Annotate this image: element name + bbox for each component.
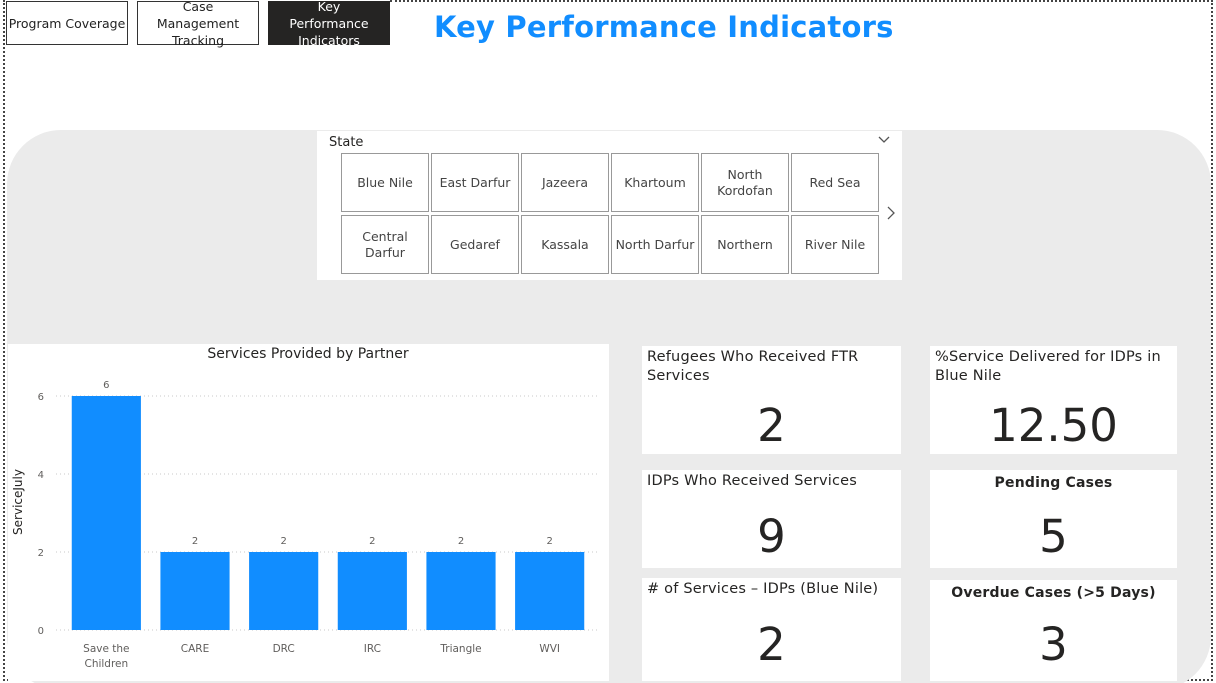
chart-x-tick-label: IRC [364,643,381,655]
chart-x-tick-label: Save the Children [83,643,129,670]
state-tile-gedaref[interactable]: Gedaref [431,215,519,274]
state-tile-red-sea[interactable]: Red Sea [791,153,879,212]
kpi-card-value: 2 [757,618,786,671]
state-tile-khartoum[interactable]: Khartoum [611,153,699,212]
state-tile-east-darfur[interactable]: East Darfur [431,153,519,212]
chart-data-label: 2 [369,536,375,547]
chart-bar[interactable] [515,552,585,630]
chart-title: Services Provided by Partner [207,346,408,362]
state-tile-central-darfur[interactable]: Central Darfur [341,215,429,274]
kpi-card-title: Pending Cases [994,475,1113,491]
kpi-card-idps-services: IDPs Who Received Services 9 [642,470,901,568]
state-tile-jazeera[interactable]: Jazeera [521,153,609,212]
case-management-tracking-button[interactable]: Case Management Tracking [137,0,259,48]
chart-bar[interactable] [249,552,319,630]
kpi-card-title: %Service Delivered for IDPs in Blue Nile [935,349,1161,384]
slicer-label: State [329,135,364,150]
chart-data-label: 2 [280,536,286,547]
chevron-right-icon[interactable] [884,204,898,222]
kpi-card-title: Refugees Who Received FTR Services [647,349,859,384]
chart-x-tick-label: DRC [273,643,295,655]
state-tile-north-darfur[interactable]: North Darfur [611,215,699,274]
chart-y-tick-label: 4 [38,470,44,481]
page-title: Key Performance Indicators [434,10,894,44]
chart-y-axis-label: ServiceJuly [11,469,25,535]
state-tile-river-nile[interactable]: River Nile [791,215,879,274]
state-tile-blue-nile[interactable]: Blue Nile [341,153,429,212]
bar-chart-svg: Services Provided by Partner ServiceJuly… [11,346,600,670]
chart-bar[interactable] [160,552,230,630]
kpi-card-num-services: # of Services – IDPs (Blue Nile) 2 [642,578,901,681]
kpi-card-refugees-ftr: Refugees Who Received FTR Services 2 [642,346,901,454]
chart-x-tick-label: CARE [181,643,209,655]
state-tile-north-kordofan[interactable]: North Kordofan [701,153,789,212]
chart-bar[interactable] [426,552,496,630]
kpi-card-pending-cases: Pending Cases 5 [930,470,1177,568]
chart-data-label: 2 [192,536,198,547]
kpi-card-title: # of Services – IDPs (Blue Nile) [647,581,879,597]
chart-y-tick-label: 2 [38,548,44,559]
report-frame-top [390,0,1213,2]
kpi-card-title: IDPs Who Received Services [647,473,858,489]
chart-y-tick-label: 6 [38,392,44,403]
kpi-card-title: Overdue Cases (>5 Days) [951,585,1156,601]
kpi-card-service-pct: %Service Delivered for IDPs in Blue Nile… [930,346,1177,454]
state-slicer: State Blue Nile East Darfur Jazeera Khar… [317,131,902,280]
kpi-card-value: 2 [757,399,786,452]
chart-data-label: 6 [103,380,109,391]
chart-bar[interactable] [337,552,407,630]
services-by-partner-chart: Services Provided by Partner ServiceJuly… [8,344,609,681]
chart-y-tick-label: 0 [38,626,44,637]
state-tile-northern[interactable]: Northern [701,215,789,274]
chart-data-label: 2 [458,536,464,547]
kpi-card-overdue-cases: Overdue Cases (>5 Days) 3 [930,580,1177,681]
key-performance-indicators-button[interactable]: Key Performance Indicators [268,0,390,48]
chart-bar[interactable] [71,396,141,630]
kpi-card-value: 3 [1039,618,1068,671]
kpi-card-value: 12.50 [989,399,1118,452]
chart-x-tick-label: WVI [539,643,560,655]
chevron-down-icon[interactable] [876,131,892,147]
state-tile-kassala[interactable]: Kassala [521,215,609,274]
chart-x-tick-label: Triangle [439,643,481,655]
kpi-card-value: 5 [1039,510,1068,563]
kpi-card-value: 9 [757,510,786,563]
program-coverage-button[interactable]: Program Coverage [6,1,128,45]
chart-data-label: 2 [546,536,552,547]
